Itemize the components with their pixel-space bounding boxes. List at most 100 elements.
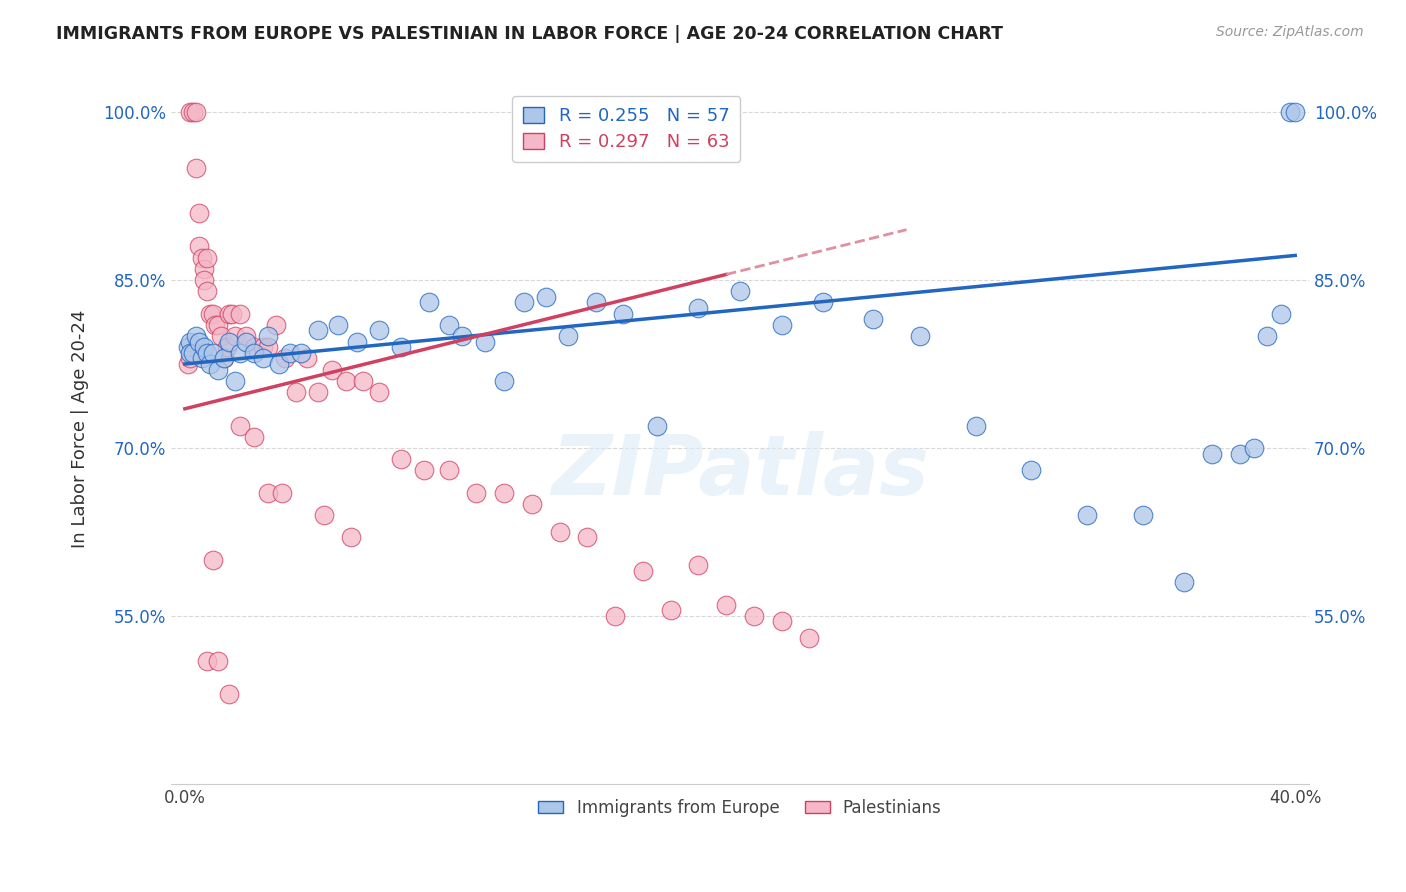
Point [437, 318, 460, 332]
Point [1270, 307, 1292, 321]
Point [326, 318, 349, 332]
Point [218, 307, 240, 321]
Point [198, 357, 221, 371]
Point [1173, 575, 1195, 590]
Point [195, 654, 218, 668]
Point [229, 418, 252, 433]
Point [714, 598, 737, 612]
Point [235, 329, 257, 343]
Point [770, 615, 793, 629]
Point [209, 329, 232, 343]
Point [187, 239, 209, 253]
Point [770, 318, 793, 332]
Text: Source: ZipAtlas.com: Source: ZipAtlas.com [1216, 25, 1364, 39]
Point [389, 340, 412, 354]
Point [201, 553, 224, 567]
Point [176, 340, 198, 354]
Point [1278, 105, 1301, 120]
Point [1284, 105, 1306, 120]
Point [257, 340, 280, 354]
Text: ZIPatlas: ZIPatlas [551, 431, 929, 511]
Point [212, 351, 235, 366]
Point [645, 418, 668, 433]
Point [307, 323, 329, 337]
Point [494, 374, 516, 388]
Point [548, 524, 571, 539]
Point [212, 351, 235, 366]
Point [201, 346, 224, 360]
Point [179, 351, 201, 366]
Y-axis label: In Labor Force | Age 20-24: In Labor Force | Age 20-24 [72, 310, 89, 548]
Point [252, 351, 274, 366]
Point [389, 452, 412, 467]
Point [659, 603, 682, 617]
Point [335, 374, 357, 388]
Point [1076, 508, 1098, 522]
Point [187, 334, 209, 349]
Point [193, 340, 215, 354]
Point [257, 329, 280, 343]
Point [688, 558, 710, 573]
Point [1243, 441, 1265, 455]
Point [195, 285, 218, 299]
Point [207, 362, 229, 376]
Point [184, 105, 207, 120]
Point [269, 357, 291, 371]
Point [1132, 508, 1154, 522]
Point [474, 334, 496, 349]
Point [266, 318, 288, 332]
Point [728, 285, 751, 299]
Point [512, 295, 534, 310]
Point [280, 346, 302, 360]
Point [271, 485, 294, 500]
Point [179, 334, 201, 349]
Point [274, 351, 297, 366]
Point [910, 329, 932, 343]
Point [799, 631, 821, 645]
Point [181, 105, 204, 120]
Point [688, 301, 710, 315]
Point [290, 346, 312, 360]
Point [307, 384, 329, 399]
Point [257, 485, 280, 500]
Point [207, 654, 229, 668]
Point [243, 346, 266, 360]
Point [252, 340, 274, 354]
Point [201, 307, 224, 321]
Point [229, 346, 252, 360]
Point [218, 334, 240, 349]
Point [742, 608, 765, 623]
Point [193, 261, 215, 276]
Point [229, 307, 252, 321]
Point [494, 485, 516, 500]
Point [224, 374, 246, 388]
Point [340, 531, 363, 545]
Point [224, 329, 246, 343]
Point [184, 329, 207, 343]
Point [451, 329, 474, 343]
Point [585, 295, 607, 310]
Point [284, 384, 307, 399]
Point [352, 374, 374, 388]
Point [1201, 446, 1223, 460]
Point [198, 307, 221, 321]
Point [243, 340, 266, 354]
Point [184, 161, 207, 175]
Legend: Immigrants from Europe, Palestinians: Immigrants from Europe, Palestinians [530, 790, 950, 825]
Point [368, 384, 391, 399]
Point [295, 351, 318, 366]
Point [437, 463, 460, 477]
Point [207, 318, 229, 332]
Point [576, 531, 599, 545]
Point [195, 251, 218, 265]
Point [179, 346, 201, 360]
Point [418, 295, 440, 310]
Point [862, 312, 884, 326]
Text: IMMIGRANTS FROM EUROPE VS PALESTINIAN IN LABOR FORCE | AGE 20-24 CORRELATION CHA: IMMIGRANTS FROM EUROPE VS PALESTINIAN IN… [56, 25, 1004, 43]
Point [534, 290, 557, 304]
Point [1256, 329, 1278, 343]
Point [243, 430, 266, 444]
Point [813, 295, 835, 310]
Point [176, 357, 198, 371]
Point [204, 318, 226, 332]
